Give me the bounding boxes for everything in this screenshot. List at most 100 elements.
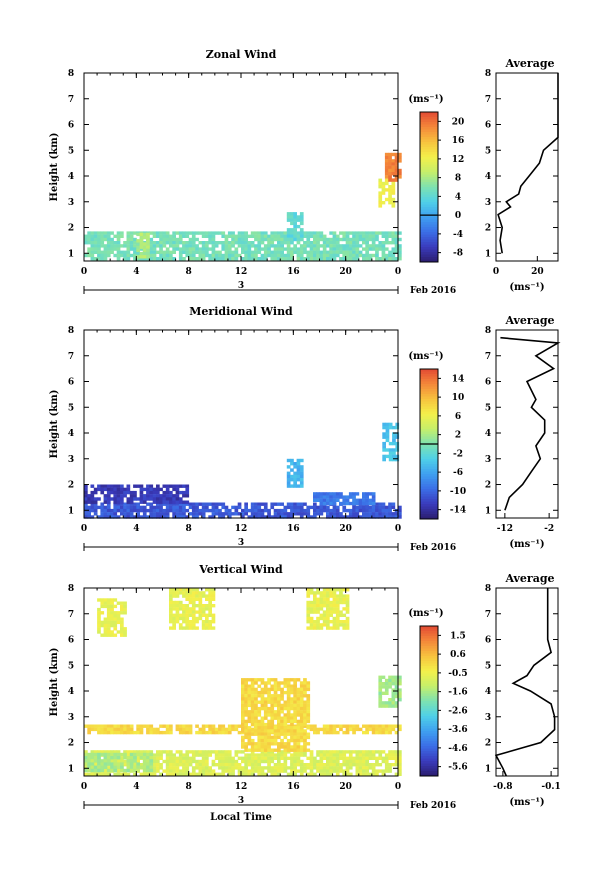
heatmap-cell <box>299 697 304 701</box>
heatmap-cell <box>123 601 127 605</box>
heatmap-cell <box>172 487 176 492</box>
heatmap-cell <box>277 706 281 711</box>
heatmap-cell <box>322 766 327 770</box>
heatmap-cell <box>250 515 255 519</box>
heatmap-cell <box>296 687 301 692</box>
heatmap-cell <box>250 687 255 692</box>
heatmap-cell <box>254 678 258 682</box>
heatmap-cell <box>296 694 301 698</box>
heatmap-cell <box>247 772 252 776</box>
heatmap-cell <box>205 607 209 611</box>
heatmap-cell <box>293 505 297 510</box>
heatmap-cell <box>378 753 383 757</box>
heatmap-cell <box>103 627 108 631</box>
heatmap-cell <box>182 620 186 624</box>
heatmap-cell <box>142 232 147 237</box>
heatmap-cell <box>326 613 330 617</box>
heatmap-cell <box>87 241 91 245</box>
heatmap-cell <box>247 759 252 764</box>
heatmap-cell <box>178 508 183 513</box>
heatmap-cell <box>221 515 226 519</box>
x-tick-label: 12 <box>235 782 248 792</box>
heatmap-cell <box>178 512 183 516</box>
heatmap-cell <box>270 753 275 757</box>
heatmap-cell <box>384 756 389 760</box>
heatmap-cell <box>378 502 383 506</box>
heatmap-cell <box>133 756 137 760</box>
heatmap-cell <box>293 690 297 695</box>
heatmap-cell <box>205 753 209 757</box>
heatmap-cell <box>142 750 147 754</box>
y-tick-label: 2 <box>68 224 74 234</box>
heatmap-cell <box>211 772 216 776</box>
heatmap-cell <box>316 237 320 242</box>
heatmap-cell <box>395 441 400 446</box>
colorbar-segment <box>420 411 438 415</box>
heatmap-cell <box>224 753 229 757</box>
heatmap-cell <box>84 515 88 519</box>
heatmap-cell <box>254 710 258 714</box>
heatmap-cell <box>221 241 226 245</box>
heatmap-cell <box>309 241 314 245</box>
heatmap-cell <box>237 772 242 776</box>
heatmap-cell <box>329 515 333 519</box>
heatmap-cell <box>103 750 108 754</box>
heatmap-cell <box>257 710 262 714</box>
heatmap-cell <box>260 515 265 519</box>
heatmap-cell <box>126 502 131 506</box>
heatmap-cell <box>352 727 356 732</box>
heatmap-cell <box>120 765 124 769</box>
heatmap-cell <box>392 425 396 430</box>
heatmap-cell <box>280 763 284 767</box>
heatmap-cell <box>332 607 337 611</box>
heatmap-cell <box>227 257 232 261</box>
heatmap-cell <box>185 500 190 504</box>
heatmap-cell <box>342 515 347 519</box>
heatmap-cell <box>156 231 160 235</box>
colorbar-segment <box>420 763 438 767</box>
heatmap-cell <box>384 165 389 169</box>
heatmap-cell <box>365 756 369 760</box>
heatmap-cell <box>221 759 226 764</box>
heatmap-cell <box>316 766 320 770</box>
heatmap-cell <box>339 724 343 728</box>
heatmap-cell <box>388 185 392 189</box>
heatmap-cell <box>142 257 147 261</box>
heatmap-cell <box>257 763 262 767</box>
heatmap-cell <box>394 750 399 754</box>
heatmap-cell <box>326 730 330 735</box>
heatmap-cell <box>165 253 170 258</box>
heatmap-cell <box>84 759 88 763</box>
colorbar-segment <box>420 237 438 240</box>
heatmap-cell <box>290 687 294 692</box>
heatmap-cell <box>185 730 190 735</box>
heatmap-cell <box>156 241 160 245</box>
heatmap-cell <box>241 722 245 727</box>
heatmap-cell <box>221 772 226 776</box>
heatmap-cell <box>250 713 255 717</box>
heatmap-cell <box>247 250 252 254</box>
colorbar-tick-label: 2 <box>455 431 461 441</box>
heatmap-cell <box>113 241 118 245</box>
heatmap-cell <box>159 502 163 506</box>
heatmap-cell <box>113 756 118 760</box>
heatmap-cell <box>394 724 399 728</box>
colorbar-segment <box>420 227 438 230</box>
heatmap-cell <box>110 727 114 732</box>
heatmap-cell <box>273 763 278 767</box>
colorbar-segment <box>420 751 438 754</box>
heatmap-cell <box>280 515 284 519</box>
heatmap-cell <box>93 231 98 235</box>
heatmap-cell <box>270 772 275 776</box>
heatmap-cell <box>368 505 373 510</box>
heatmap-cell <box>319 492 324 496</box>
heatmap-cell <box>159 497 163 501</box>
heatmap-cell <box>348 756 353 760</box>
heatmap-cell <box>110 768 114 773</box>
heatmap-cell <box>142 500 147 504</box>
x-tick-label: 20 <box>339 524 352 534</box>
heatmap-cell <box>191 769 196 773</box>
heatmap-cell <box>348 257 353 261</box>
heatmap-cell <box>388 724 392 728</box>
heatmap-cell <box>263 729 268 733</box>
